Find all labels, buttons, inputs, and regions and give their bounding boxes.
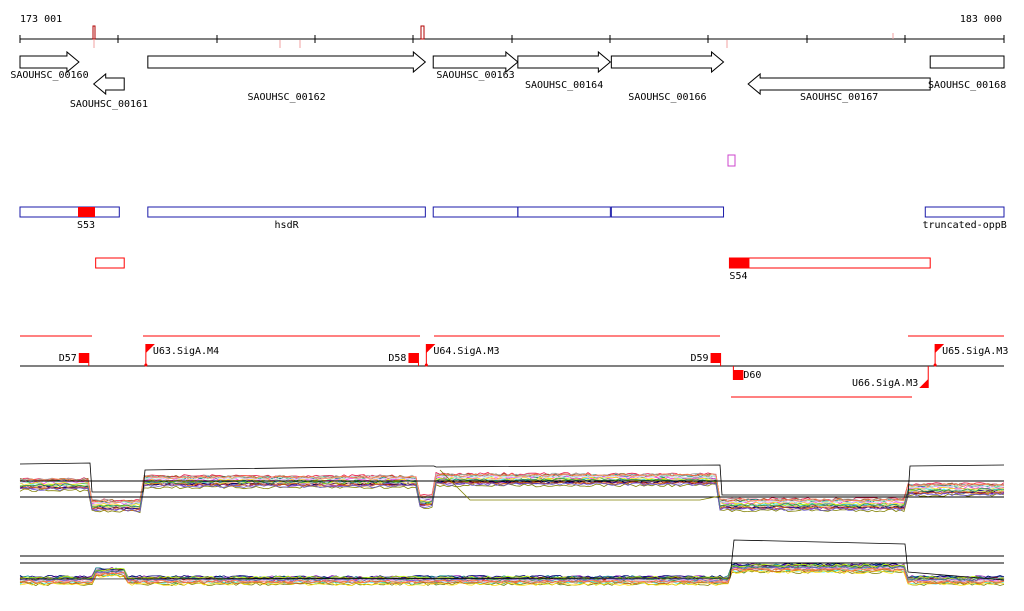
gene-arrow[interactable] — [610, 50, 725, 74]
coordinate-ruler: 173 001 183 000 — [19, 14, 1005, 48]
antisense-label: S54 — [729, 271, 747, 282]
expression-line — [19, 482, 1005, 512]
terminator-box[interactable] — [78, 353, 89, 363]
terminator-box[interactable] — [733, 370, 744, 380]
antisense-box[interactable] — [95, 257, 125, 269]
operon-label: hsdR — [275, 220, 300, 231]
operon-box[interactable] — [19, 206, 120, 218]
expression-line — [19, 568, 1005, 585]
promoter-flag[interactable] — [426, 344, 436, 353]
antisense-track: S54 — [95, 257, 931, 282]
terminator-box[interactable] — [710, 353, 721, 363]
promoter-label: U63.SigA.M4 — [153, 346, 219, 357]
gene-label: SAOUHSC_00161 — [70, 99, 148, 110]
expression-profile-upper — [19, 462, 1005, 514]
gene-label: SAOUHSC_00166 — [628, 92, 706, 103]
promoter-terminator-track: U63.SigA.M4 U64.SigA.M3 U65.SigA.M3 D57 D58 D… — [20, 335, 1008, 398]
expression-line — [19, 478, 1005, 508]
expression-line — [19, 472, 1005, 503]
operon-box[interactable] — [610, 206, 725, 218]
promoter-flag[interactable] — [145, 344, 155, 353]
operon-track: S53 hsdR truncated-oppB — [19, 206, 1007, 231]
operon-box[interactable] — [432, 206, 519, 218]
terminator-label: D60 — [743, 370, 761, 381]
operon-box[interactable] — [517, 206, 611, 218]
terminator-label: D57 — [59, 353, 77, 364]
operon-marker — [78, 207, 95, 217]
gene-arrow[interactable] — [517, 50, 612, 74]
terminator-label: D59 — [691, 353, 709, 364]
expression-line — [19, 474, 1005, 505]
gene-arrow[interactable] — [147, 50, 427, 74]
gene-label: SAOUHSC_00162 — [247, 92, 325, 103]
promoter-flag[interactable] — [935, 344, 945, 353]
gene-label: SAOUHSC_00167 — [800, 92, 878, 103]
operon-label: truncated-oppB — [922, 220, 1006, 231]
gene-label: SAOUHSC_00163 — [436, 70, 514, 81]
outlier-marker — [727, 154, 736, 167]
ruler-start-label: 173 001 — [20, 14, 62, 25]
promoter-flag[interactable] — [919, 379, 929, 388]
gene-arrow[interactable] — [929, 55, 1005, 69]
promoter-label: U64.SigA.M3 — [433, 346, 499, 357]
expression-line — [19, 473, 1005, 503]
gene-label: SAOUHSC_00168 — [928, 80, 1006, 91]
gene-label: SAOUHSC_00164 — [525, 80, 603, 91]
terminator-box[interactable] — [408, 353, 419, 363]
operon-label: S53 — [77, 220, 95, 231]
gene-label: SAOUHSC_00160 — [10, 70, 88, 81]
terminator-label: D58 — [388, 353, 406, 364]
expression-line — [439, 469, 721, 501]
expression-line — [19, 539, 1005, 581]
gene-arrow[interactable] — [92, 72, 125, 96]
antisense-marker — [729, 258, 750, 268]
ruler-end-label: 183 000 — [960, 14, 1002, 25]
antisense-box[interactable] — [728, 257, 931, 269]
expression-line — [19, 462, 1005, 496]
gene-arrow[interactable] — [19, 50, 80, 74]
operon-box[interactable] — [147, 206, 426, 218]
expression-line — [19, 483, 1005, 514]
ruler-markers — [92, 25, 894, 48]
promoter-label: U65.SigA.M3 — [942, 346, 1008, 357]
promoter-dot — [144, 363, 148, 367]
expression-profile-lower — [19, 539, 1005, 586]
promoter-dot — [424, 363, 428, 367]
expression-line — [19, 570, 1005, 586]
promoter-label: U66.SigA.M3 — [852, 378, 918, 389]
gene-arrow[interactable] — [747, 72, 931, 96]
expression-line — [19, 567, 1005, 584]
gene-track: SAOUHSC_00160 SAOUHSC_00161 SAOUHSC_00162 S… — [10, 50, 1006, 110]
promoter-dot — [933, 363, 937, 367]
gene-arrow[interactable] — [432, 50, 519, 74]
operon-box[interactable] — [924, 206, 1005, 218]
